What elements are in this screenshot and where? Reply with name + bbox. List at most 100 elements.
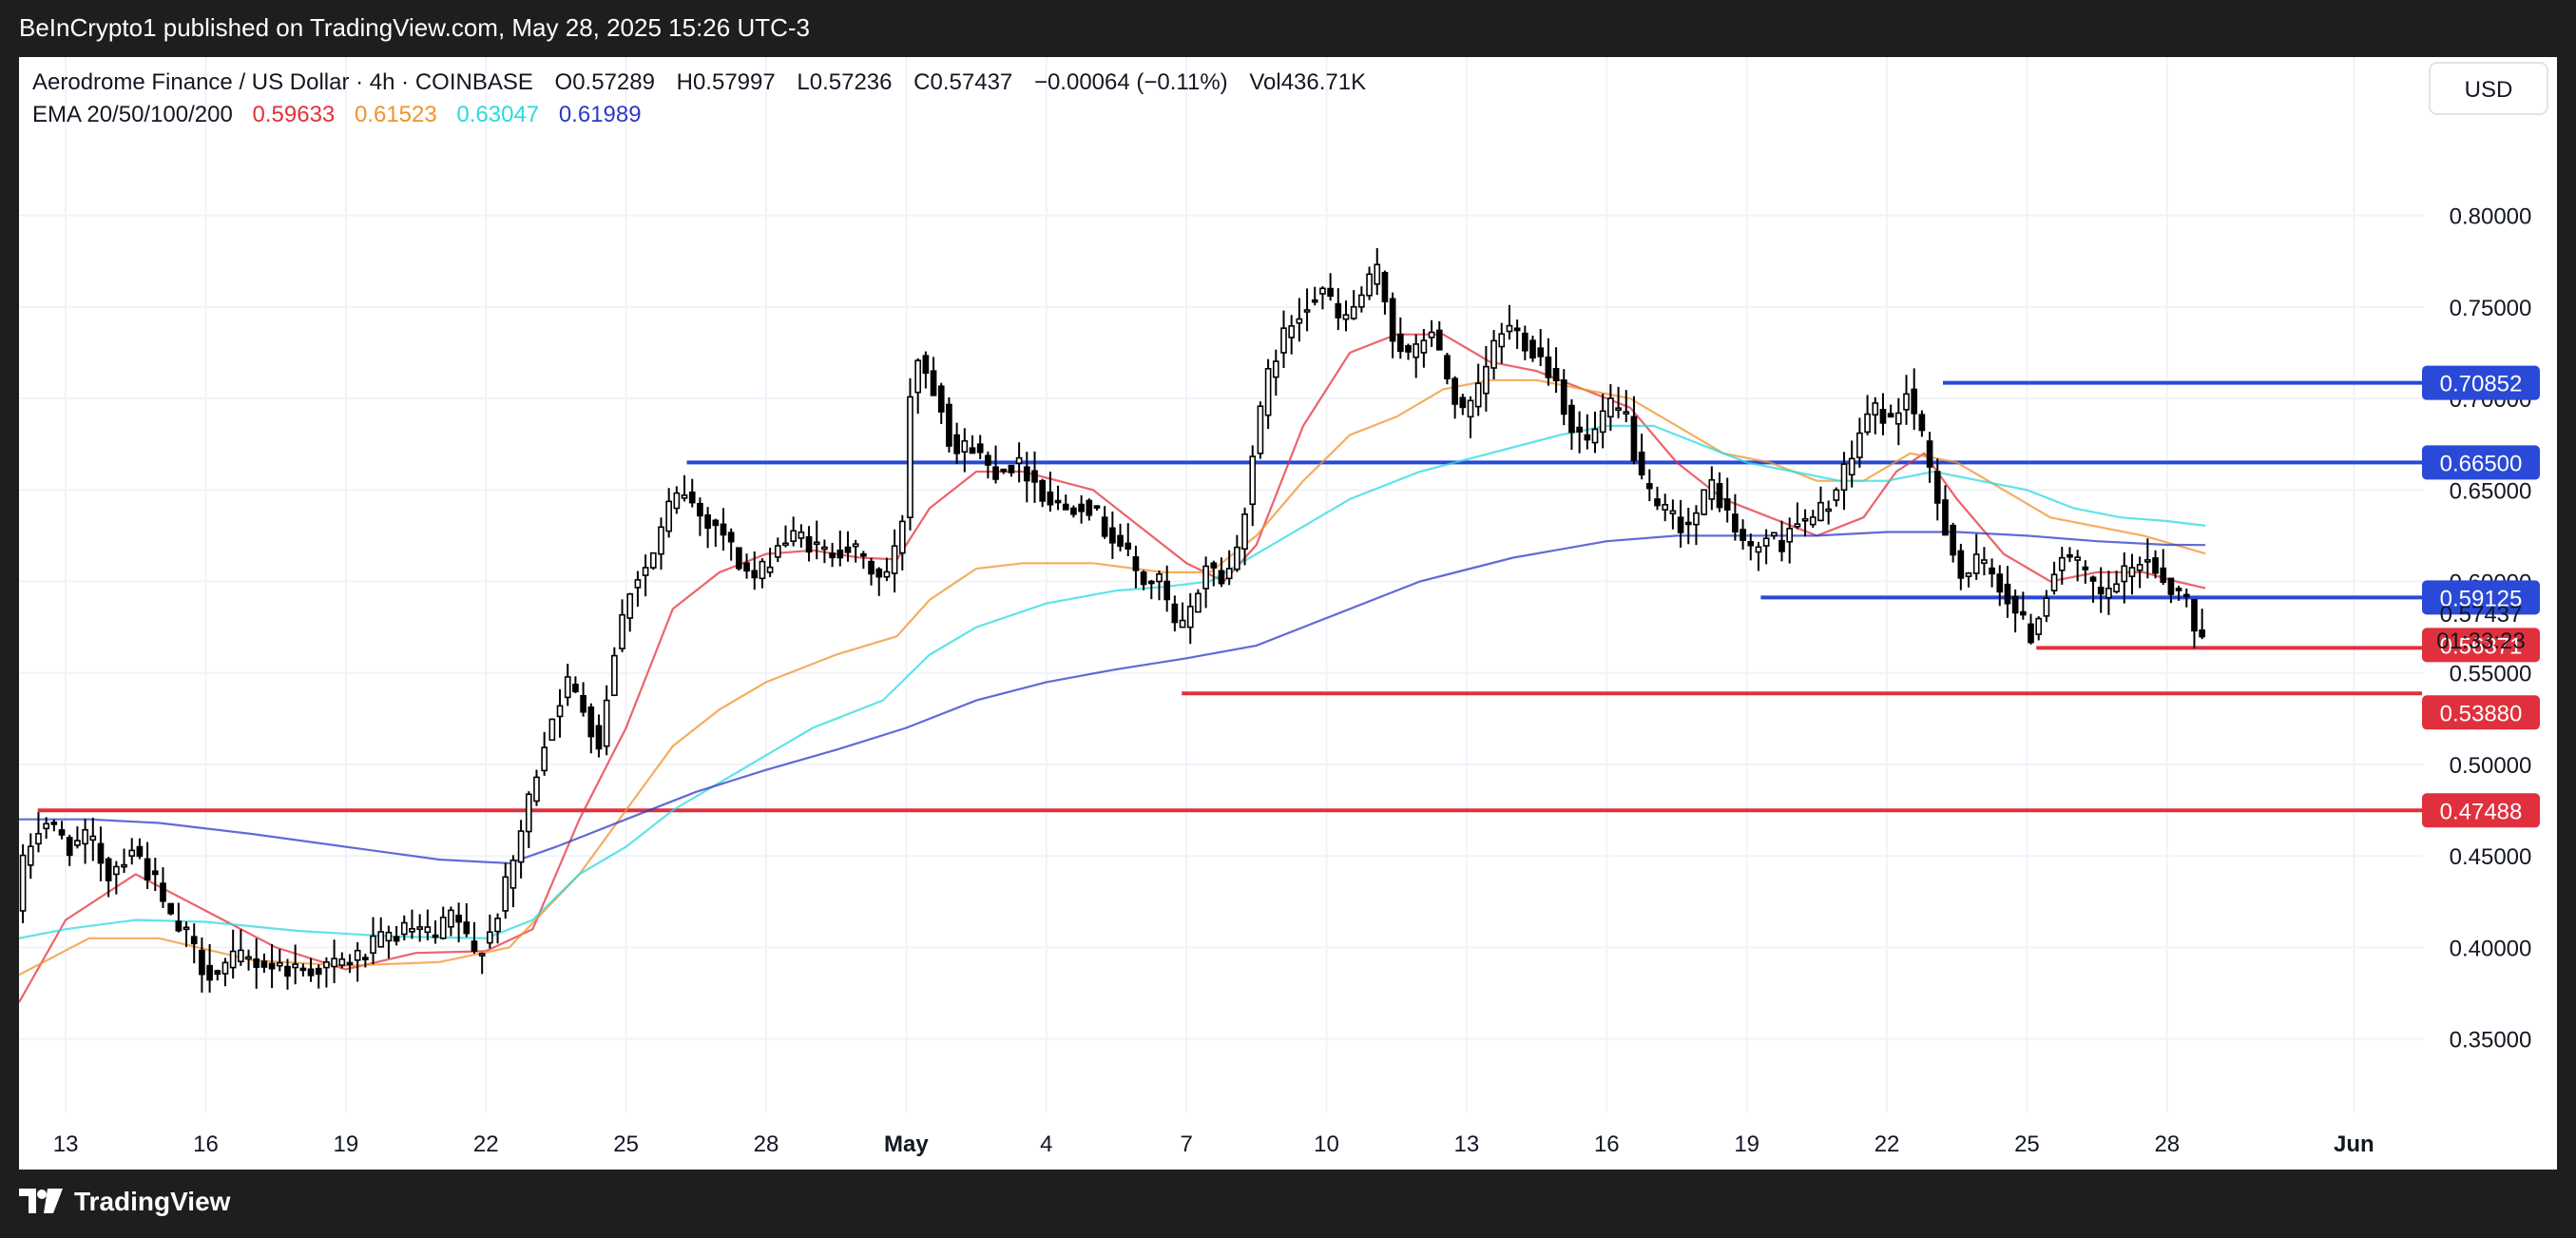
candle-body-70 [564,676,571,699]
candle-body-259 [2035,617,2043,635]
candle-34 [284,958,291,990]
candle-body-68 [548,718,556,742]
candle-64 [517,820,525,879]
candle-body-262 [2058,556,2066,571]
horizontal-levels[interactable] [37,380,2422,813]
candle-body-218 [1716,483,1723,509]
candle-55 [448,906,454,937]
candle-191 [1506,304,1513,340]
candle-193 [1521,325,1528,360]
candle-190 [1498,322,1506,364]
candle-103 [821,539,828,564]
candle-body-161 [1272,360,1279,378]
price-tick-label: 0.35000 [2450,1028,2532,1054]
candle-body-143 [1132,556,1140,571]
candle-21 [183,921,190,947]
candle-body-275 [2160,567,2167,583]
candle-body-250 [1965,572,1972,577]
candle-body-13 [121,863,127,868]
candle-body-246 [1933,471,1941,504]
candle-body-24 [206,964,213,981]
candle-body-26 [221,961,229,975]
candle-body-274 [2152,557,2159,574]
candle-92 [736,547,742,571]
candle-192 [1513,319,1521,349]
candle-261 [2050,561,2058,595]
candle-body-50 [409,928,415,933]
candle-body-226 [1778,539,1785,552]
candle-14 [128,838,136,865]
candle-27 [229,929,237,979]
candle-body-141 [1117,534,1124,548]
candle-body-223 [1755,546,1762,553]
candle-body-258 [2028,623,2034,644]
currency-button[interactable]: USD [2429,62,2548,115]
candle-body-235 [1848,457,1855,476]
candle-69 [556,688,564,738]
candle-63 [509,855,517,908]
candle-138 [1093,505,1101,512]
candle-body-83 [665,500,673,532]
candle-body-251 [1972,553,1980,574]
candle-body-38 [315,967,322,976]
price-chart[interactable]: 0.350000.400000.450000.500000.550000.600… [18,57,2557,1170]
candle-body-111 [883,571,891,578]
candle-73 [587,703,595,754]
chart-area[interactable]: 0.350000.400000.450000.500000.550000.600… [18,57,2557,1170]
candle-164 [1296,298,1303,342]
tradingview-brand: TradingView [74,1187,231,1216]
candle-body-126 [1000,468,1008,473]
candle-body-243 [1911,388,1918,415]
candle-body-72 [580,694,586,713]
candle-160 [1264,358,1272,430]
candle-175 [1381,270,1389,315]
candle-252 [1981,547,1988,576]
candle-body-165 [1303,309,1311,313]
candle-body-48 [393,936,400,942]
candle-129 [1023,452,1030,503]
candle-body-116 [922,355,930,375]
tradingview-logo[interactable]: TradingView [19,1187,230,1217]
candle-body-255 [2004,583,2011,605]
candle-13 [121,848,127,874]
candle-187 [1474,363,1482,416]
candle-131 [1039,478,1047,508]
candle-226 [1778,520,1785,562]
candle-167 [1319,286,1326,310]
price-axis[interactable]: 0.350000.400000.450000.500000.550000.600… [2422,204,2540,1054]
candle-61 [494,913,501,944]
time-tick-label: 19 [1734,1132,1759,1157]
time-tick-label: 10 [1314,1132,1339,1157]
time-axis[interactable]: 13 16 19 22 25 28 May 4 7 10 13 16 19 22 25 28 Jun [53,1132,2374,1157]
currency-label[interactable]: USD [2465,77,2513,103]
candle-200 [1576,411,1583,454]
candle-104 [829,542,836,568]
candle-128 [1015,442,1023,483]
candle-122 [969,435,976,455]
price-tick-label: 0.50000 [2450,753,2532,779]
candle-98 [782,525,789,548]
candle-176 [1389,292,1396,358]
candle-body-224 [1762,537,1770,547]
candle-38 [315,964,322,989]
candle-54 [439,906,447,940]
candle-body-174 [1374,263,1381,285]
time-tick-label: Jun [2334,1132,2374,1157]
candle-133 [1054,485,1062,511]
candle-body-238 [1872,402,1879,416]
candle-body-175 [1381,271,1389,302]
candle-127 [1008,464,1015,477]
candle-188 [1483,345,1490,412]
candle-body-153 [1210,562,1218,569]
candle-33 [276,949,283,972]
publish-bar: BeInCrypto1 published on TradingView.com… [0,0,2576,57]
candle-body-10 [97,842,105,864]
candle-body-65 [525,793,532,833]
candle-body-101 [805,535,813,553]
candle-87 [697,497,703,536]
candle-17 [151,858,159,892]
candle-body-264 [2074,556,2081,561]
candle-125 [992,445,999,484]
candle-233 [1833,487,1840,507]
candle-85 [681,474,688,502]
